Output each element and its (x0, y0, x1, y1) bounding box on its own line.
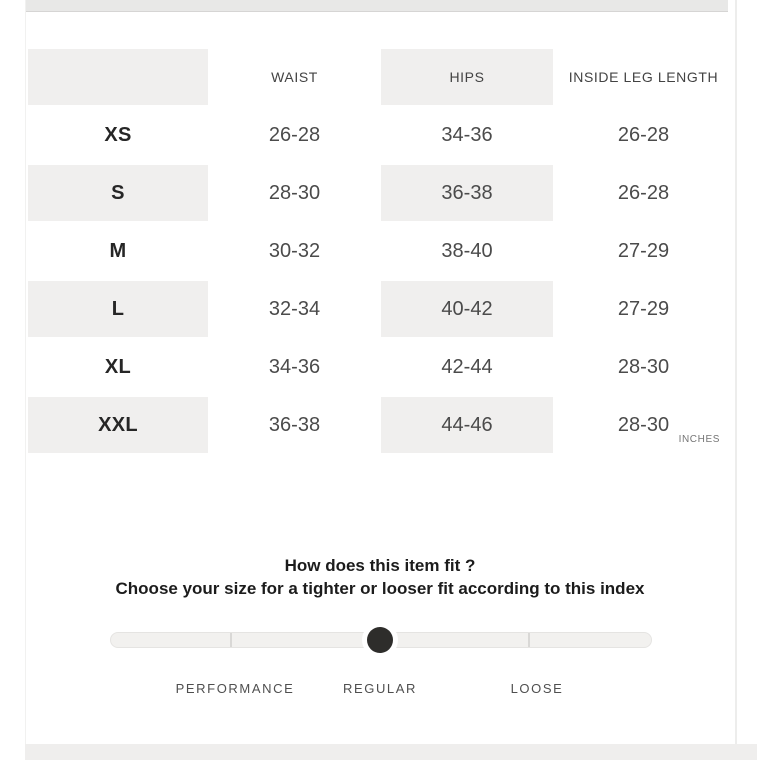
top-page-edge (25, 0, 728, 12)
waist-value: 34-36 (268, 355, 321, 378)
right-edge-divider (735, 0, 737, 744)
fit-option-labels: PERFORMANCE REGULAR LOOSE (0, 681, 760, 697)
inside-leg-value: 27-29 (617, 297, 670, 320)
fit-option-loose[interactable]: LOOSE (510, 681, 564, 696)
fit-question-title: How does this item fit ? (284, 556, 476, 575)
hips-value: 38-40 (441, 239, 493, 262)
size-label-xs: XS (104, 123, 132, 146)
table-header-hips: HIPS (381, 49, 553, 105)
inside-leg-value: 28-30 (617, 355, 670, 378)
left-edge-divider (25, 0, 26, 760)
size-chart-table: WAIST HIPS INSIDE LEG LENGTH XS 26-28 34… (28, 49, 734, 453)
table-header-size (28, 49, 208, 105)
slider-tick-performance (230, 633, 232, 647)
hips-value: 44-46 (381, 397, 553, 453)
fit-index-slider-knob[interactable] (367, 627, 393, 653)
slider-tick-loose (528, 633, 530, 647)
waist-value: 28-30 (268, 181, 321, 204)
waist-value: 30-32 (268, 239, 321, 262)
size-label-xl: XL (104, 355, 132, 378)
fit-option-performance[interactable]: PERFORMANCE (175, 681, 295, 696)
hips-value: 36-38 (381, 165, 553, 221)
inside-leg-value: 26-28 (617, 181, 670, 204)
size-label-s: S (28, 165, 208, 221)
inside-leg-value: 27-29 (617, 239, 670, 262)
size-label-xxl: XXL (28, 397, 208, 453)
hips-value: 34-36 (441, 123, 493, 146)
bottom-page-edge (25, 744, 757, 760)
hips-value: 40-42 (381, 281, 553, 337)
table-header-inside-leg: INSIDE LEG LENGTH (568, 69, 719, 85)
fit-instruction-text: Choose your size for a tighter or looser… (115, 579, 645, 598)
inside-leg-value: 28-30 (617, 413, 670, 436)
table-header-waist: WAIST (271, 69, 318, 85)
fit-option-regular[interactable]: REGULAR (342, 681, 418, 696)
hips-value: 42-44 (441, 355, 493, 378)
waist-value: 32-34 (268, 297, 321, 320)
unit-label: INCHES (678, 434, 720, 445)
waist-value: 36-38 (268, 413, 321, 436)
size-label-m: M (109, 239, 127, 262)
inside-leg-value: 26-28 (617, 123, 670, 146)
size-label-l: L (28, 281, 208, 337)
waist-value: 26-28 (268, 123, 321, 146)
